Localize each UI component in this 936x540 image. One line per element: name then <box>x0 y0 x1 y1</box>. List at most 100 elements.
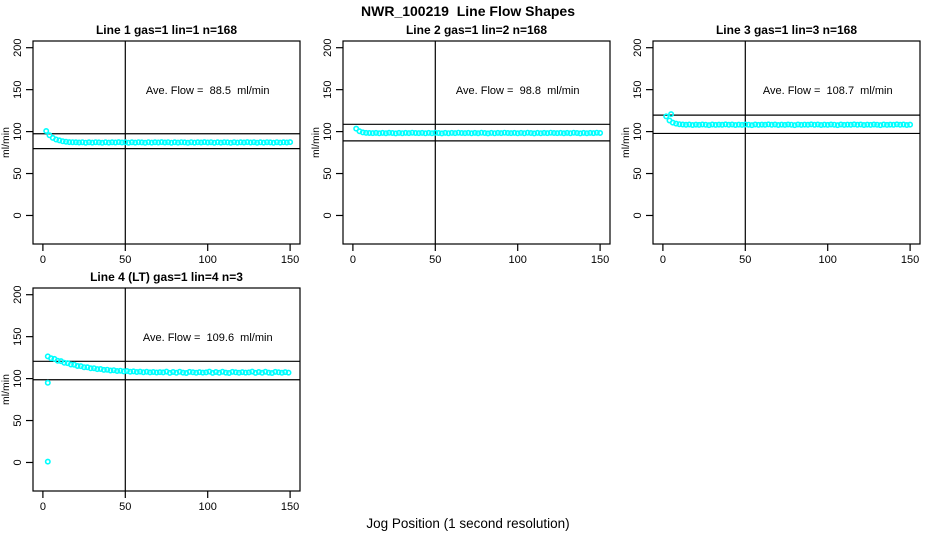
data-point <box>166 369 173 376</box>
data-point <box>132 139 139 146</box>
data-point <box>160 369 167 376</box>
data-point <box>897 121 904 128</box>
data-point <box>231 139 238 146</box>
data-point <box>285 369 292 376</box>
data-point <box>851 121 858 128</box>
data-point <box>79 139 86 146</box>
annotation-ave-flow: Ave. Flow = 88.5 ml/min <box>146 85 270 97</box>
data-point <box>732 122 739 129</box>
data-point <box>491 130 498 137</box>
x-axis-tick-label: 100 <box>509 254 527 263</box>
data-point <box>92 139 99 146</box>
data-point <box>232 369 239 376</box>
data-point <box>880 121 887 128</box>
data-point <box>560 130 567 137</box>
data-point <box>217 139 224 146</box>
data-point <box>369 130 376 137</box>
y-axis-name: ml/min <box>620 127 632 158</box>
outlier-point <box>44 379 51 386</box>
data-point <box>107 367 114 374</box>
data-points <box>43 128 294 146</box>
y-axis-tick-label: 150 <box>632 80 644 98</box>
data-point <box>824 121 831 128</box>
data-point <box>775 122 782 129</box>
data-point <box>145 139 152 146</box>
data-point <box>583 130 590 137</box>
data-point <box>94 366 101 373</box>
data-point <box>587 129 594 136</box>
plot-panel-1: Line 1 gas=1 lin=1 n=168 0 50 100 150 0 50 100 1… <box>0 23 301 263</box>
data-point <box>887 121 894 128</box>
data-point <box>389 130 396 137</box>
data-point <box>755 121 762 128</box>
data-point <box>189 369 196 376</box>
data-point <box>252 369 259 376</box>
data-point <box>392 130 399 137</box>
data-point <box>180 369 187 376</box>
data-point <box>748 122 755 129</box>
data-point <box>67 361 74 368</box>
data-point <box>372 129 379 136</box>
y-axis-tick-label: 100 <box>632 122 644 140</box>
data-point <box>547 129 554 136</box>
data-point <box>86 139 93 146</box>
data-point <box>270 139 277 146</box>
data-point <box>115 139 122 146</box>
data-point <box>247 139 254 146</box>
data-point <box>366 130 373 137</box>
data-point <box>95 139 102 146</box>
data-point <box>531 130 538 137</box>
data-point <box>462 130 469 137</box>
data-point <box>237 139 244 146</box>
data-point <box>396 129 403 136</box>
data-point <box>429 130 436 137</box>
data-point <box>742 121 749 128</box>
data-point <box>867 121 874 128</box>
subplot-title: Line 2 gas=1 lin=2 n=168 <box>406 23 547 37</box>
data-point <box>72 139 79 146</box>
x-axis-tick-label: 100 <box>199 254 217 263</box>
data-point <box>778 121 785 128</box>
data-point <box>870 121 877 128</box>
data-point <box>161 139 168 146</box>
subplot-title: Line 4 (LT) gas=1 lin=4 n=3 <box>90 270 243 284</box>
data-point <box>138 139 145 146</box>
data-point <box>551 130 558 137</box>
data-point <box>186 368 193 375</box>
data-points <box>663 111 914 129</box>
data-point <box>448 129 455 136</box>
y-axis-tick-label: 0 <box>632 212 644 218</box>
data-point <box>847 121 854 128</box>
data-point <box>795 121 802 128</box>
data-point <box>415 130 422 137</box>
data-point <box>676 121 683 128</box>
data-point <box>153 369 160 376</box>
data-point <box>175 139 182 146</box>
data-point <box>54 357 61 364</box>
x-axis-tick-label: 150 <box>591 254 609 263</box>
data-point <box>524 129 531 136</box>
outlier-point <box>44 458 51 465</box>
data-point <box>283 139 290 146</box>
data-point <box>127 368 134 375</box>
y-axis-name: ml/min <box>0 127 12 158</box>
data-point <box>87 365 94 372</box>
y-axis-tick-label: 150 <box>322 80 334 98</box>
data-point <box>541 129 548 136</box>
data-point <box>170 369 177 376</box>
data-point <box>481 130 488 137</box>
data-point <box>171 139 178 146</box>
data-point <box>798 121 805 128</box>
data-point <box>577 130 584 137</box>
data-point <box>702 121 709 128</box>
data-point <box>265 369 272 376</box>
data-point <box>527 130 534 137</box>
y-axis-tick-label: 50 <box>12 414 24 426</box>
data-point <box>62 138 69 145</box>
data-point <box>257 139 264 146</box>
data-point <box>696 121 703 128</box>
data-point <box>837 121 844 128</box>
data-point <box>861 122 868 129</box>
data-point <box>752 121 759 128</box>
data-point <box>801 121 808 128</box>
